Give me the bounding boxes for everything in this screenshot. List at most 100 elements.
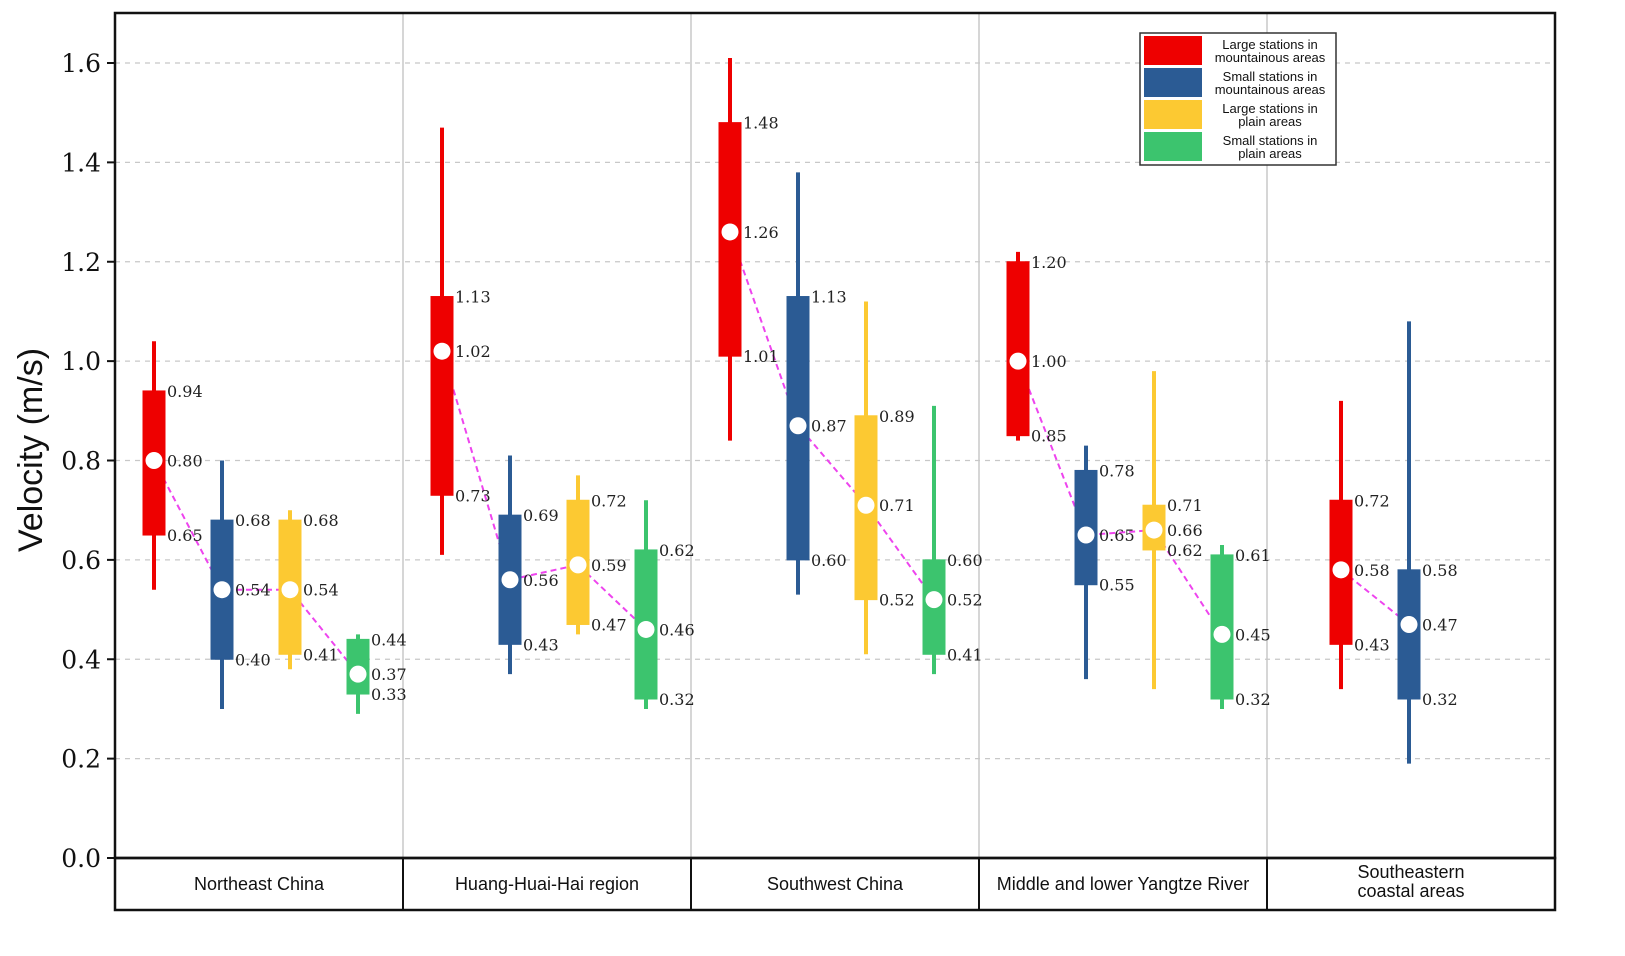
category-label: Middle and lower Yangtze River (997, 874, 1249, 894)
value-label: 0.52 (947, 591, 983, 610)
median-marker (281, 581, 299, 599)
category-band (113, 856, 1557, 912)
median-marker (1213, 625, 1231, 643)
legend-swatch (1144, 36, 1202, 65)
trend-line (153, 460, 359, 675)
value-label: 0.62 (659, 541, 695, 560)
value-label: 0.32 (659, 690, 695, 709)
value-label: 0.41 (947, 645, 983, 664)
box-plots (142, 58, 1421, 764)
value-label: 0.69 (523, 506, 559, 525)
value-label: 1.13 (811, 288, 847, 307)
trend-line (729, 231, 935, 601)
y-axis-label: Velocity (m/s) (12, 348, 50, 552)
value-label: 0.71 (1167, 496, 1203, 515)
median-marker (569, 556, 587, 574)
value-label: 1.20 (1031, 253, 1067, 272)
median-marker (857, 496, 875, 514)
legend-label: Small stations in (1223, 133, 1318, 148)
value-label: 0.80 (167, 452, 203, 471)
category-label: Huang-Huai-Hai region (455, 874, 639, 894)
y-tick-label: 1.0 (61, 347, 101, 376)
y-tick-label: 1.6 (61, 49, 101, 78)
value-label: 0.58 (1422, 561, 1458, 580)
y-tick-label: 1.4 (61, 148, 101, 177)
median-marker (1009, 352, 1027, 370)
trend-line (441, 350, 647, 631)
value-label: 0.47 (591, 615, 627, 634)
box (1006, 261, 1030, 437)
data-labels: 0.94 0.80 0.65 1.13 1.02 0.73 1.48 1.26 1.01 1.20… (167, 114, 1458, 709)
value-label: 0.58 (1354, 561, 1390, 580)
value-label: 0.72 (591, 491, 627, 510)
median-marker (789, 417, 807, 435)
value-label: 1.02 (455, 342, 491, 361)
y-tick-label: 0.8 (61, 447, 101, 476)
value-label: 0.46 (659, 620, 695, 639)
value-label: 0.78 (1099, 461, 1135, 480)
median-marker (213, 581, 231, 599)
value-label: 0.85 (1031, 427, 1067, 446)
value-label: 0.60 (811, 551, 847, 570)
median-marker (433, 342, 451, 360)
value-label: 0.52 (879, 591, 915, 610)
y-tick-label: 0.4 (61, 645, 101, 674)
category-label: Southwest China (767, 874, 904, 894)
value-label: 1.01 (743, 347, 779, 366)
value-label: 0.55 (1099, 576, 1135, 595)
value-label: 0.54 (235, 581, 271, 600)
legend-swatch (1144, 100, 1202, 129)
y-tick-label: 0.0 (61, 844, 101, 873)
value-label: 0.71 (879, 496, 915, 515)
value-label: 0.41 (303, 645, 339, 664)
median-marker (721, 223, 739, 241)
median-marker (1332, 561, 1350, 579)
value-label: 0.47 (1422, 615, 1458, 634)
median-marker (1077, 526, 1095, 544)
value-label: 0.56 (523, 571, 559, 590)
axes: 0.0 0.2 0.4 0.6 0.8 1.0 1.2 1.4 1.6 Northeast Chi… (61, 11, 1557, 912)
value-label: 0.73 (455, 486, 491, 505)
value-label: 0.68 (303, 511, 339, 530)
trend-line (1017, 360, 1223, 635)
legend-label: Large stations in (1222, 101, 1317, 116)
legend-label: Small stations in (1223, 69, 1318, 84)
value-label: 0.43 (1354, 635, 1390, 654)
value-label: 0.44 (371, 630, 407, 649)
median-marker (349, 665, 367, 683)
value-label: 0.37 (371, 665, 407, 684)
value-label: 0.68 (235, 511, 271, 530)
value-label: 1.13 (455, 288, 491, 307)
category-label: Northeast China (194, 874, 325, 894)
value-label: 0.32 (1235, 690, 1271, 709)
category-label: Southeastern (1357, 862, 1464, 882)
value-label: 0.66 (1167, 521, 1203, 540)
value-label: 0.43 (523, 635, 559, 654)
median-marker (925, 591, 943, 609)
y-tick-label: 0.6 (61, 546, 101, 575)
value-label: 0.89 (879, 407, 915, 426)
legend-label: mountainous areas (1215, 82, 1326, 97)
value-label: 1.26 (743, 223, 779, 242)
legend-swatch (1144, 132, 1202, 161)
value-label: 0.62 (1167, 541, 1203, 560)
value-label: 0.87 (811, 417, 847, 436)
value-label: 0.33 (371, 685, 407, 704)
value-label: 0.59 (591, 556, 627, 575)
legend-label: plain areas (1238, 114, 1302, 129)
value-label: 0.60 (947, 551, 983, 570)
value-label: 0.65 (1099, 526, 1135, 545)
y-tick-label: 1.2 (61, 248, 101, 277)
category-label: coastal areas (1357, 881, 1464, 901)
y-tick-label: 0.2 (61, 745, 101, 774)
median-marker (145, 452, 163, 469)
value-label: 1.00 (1031, 352, 1067, 371)
median-marker (1400, 615, 1418, 633)
value-label: 0.61 (1235, 546, 1271, 565)
value-label: 0.65 (167, 526, 203, 545)
value-label: 0.32 (1422, 690, 1458, 709)
median-marker (637, 620, 655, 638)
value-label: 1.48 (743, 114, 779, 133)
